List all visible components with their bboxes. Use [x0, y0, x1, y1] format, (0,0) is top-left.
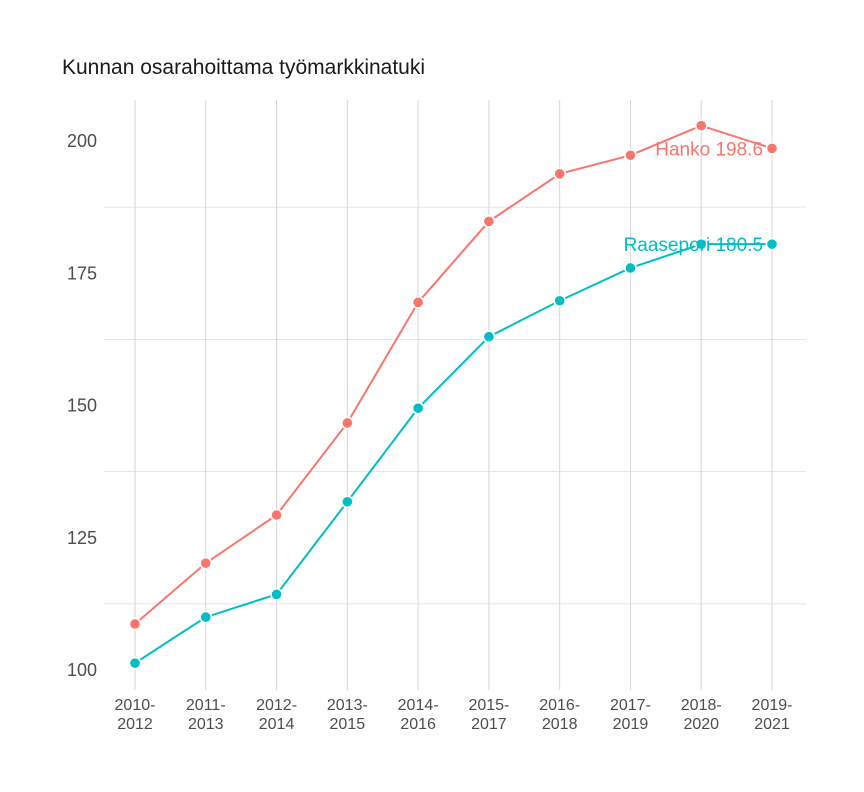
chart-title: Kunnan osarahoittama työmarkkinatuki [62, 56, 426, 79]
data-point [128, 617, 142, 631]
data-point [199, 556, 213, 570]
data-point [411, 401, 425, 415]
x-tick-label: 2019-2021 [752, 697, 793, 733]
data-point [270, 508, 283, 522]
data-point [553, 294, 567, 308]
data-point [128, 656, 142, 670]
x-tick-label: 2015-2017 [468, 697, 509, 733]
data-point [482, 215, 496, 228]
x-tick-label: 2013-2015 [327, 697, 368, 733]
grid [104, 100, 806, 690]
data-point [270, 587, 283, 601]
data-point [624, 148, 637, 162]
y-tick-label: 175 [67, 263, 97, 283]
series [128, 119, 779, 670]
data-point [199, 610, 213, 624]
data-point [624, 261, 637, 275]
y-axis: 100 125 150 175 200 [67, 131, 97, 680]
data-point [411, 295, 425, 309]
y-tick-label: 200 [67, 131, 97, 151]
data-point [765, 237, 779, 251]
data-point [694, 237, 708, 251]
data-point [482, 330, 496, 344]
end-label: Hanko 198.6 [655, 139, 763, 160]
series-line-raasepori [134, 243, 773, 664]
data-point [765, 142, 779, 155]
x-tick-label: 2012-2014 [256, 697, 297, 733]
y-tick-label: 125 [67, 528, 97, 548]
y-tick-label: 100 [67, 660, 97, 680]
series-line-hanko [134, 124, 773, 625]
y-tick-label: 150 [67, 396, 97, 416]
x-tick-label: 2014-2016 [398, 697, 439, 733]
x-axis: 2010-2012 2011-2013 2012-2014 2013-2015 2014… [115, 697, 793, 733]
x-tick-label: 2018-2020 [681, 697, 722, 733]
x-tick-label: 2010-2012 [115, 697, 156, 733]
data-point [694, 119, 708, 133]
data-point [340, 495, 354, 509]
x-tick-label: 2017-2019 [610, 697, 651, 733]
end-label: Raasepori 180.5 [624, 235, 763, 256]
data-point [340, 416, 354, 430]
data-point [553, 167, 567, 181]
end-labels: Hanko 198.6 Raasepori 180.5 [624, 139, 763, 256]
x-tick-label: 2011-2013 [186, 697, 226, 733]
x-tick-label: 2016-2018 [539, 697, 580, 733]
